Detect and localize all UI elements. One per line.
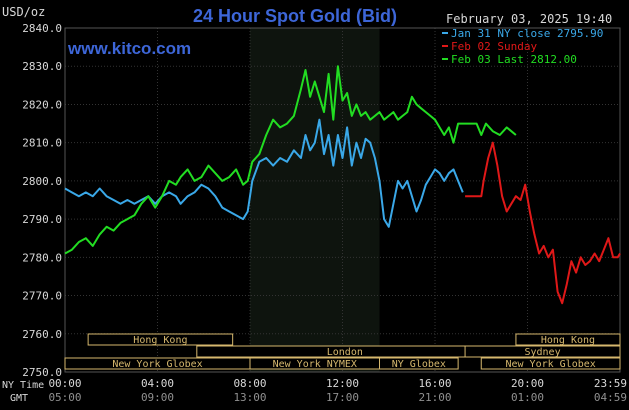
- legend: Jan 31 NY close 2795.90 Feb 02 Sunday Fe…: [442, 27, 603, 66]
- x-tick-ny-0: 00:00: [48, 377, 81, 390]
- legend-swatch-0: [442, 32, 448, 34]
- market-box-6: [379, 357, 459, 370]
- x-tick-ny-2: 08:00: [233, 377, 266, 390]
- y-tick-labels: 2750.0 2760.0 2770.0 2780.0 2790.0 2800.0 2810…: [22, 22, 62, 379]
- series-line-1: [465, 141, 621, 305]
- date-label: February 03, 2025 19:40: [446, 12, 612, 26]
- series-line-2: [64, 65, 517, 255]
- x-tick-gmt-2: 13:00: [233, 391, 266, 404]
- x-tick-gmt-0: 05:00: [48, 391, 81, 404]
- market-label-2: London: [327, 347, 363, 358]
- price-series: [64, 65, 621, 305]
- legend-swatch-1: [442, 45, 448, 47]
- market-box-0: [87, 333, 234, 346]
- y-tick-label-3: 2780.0: [22, 251, 62, 264]
- x-tick-gmt-3: 17:00: [326, 391, 359, 404]
- plot-frame: [64, 27, 621, 373]
- y-tick-label-9: 2840.0: [22, 22, 62, 35]
- y-tick-label-5: 2800.0: [22, 175, 62, 188]
- x-tick-ny-5: 20:00: [511, 377, 544, 390]
- units-label: USD/oz: [2, 5, 45, 19]
- y-tick-label-7: 2820.0: [22, 98, 62, 111]
- market-box-3: [464, 345, 621, 358]
- y-tick-label-1: 2760.0: [22, 328, 62, 341]
- x-tick-gmt-4: 21:00: [418, 391, 451, 404]
- y-tick-label-6: 2810.0: [22, 137, 62, 150]
- market-label-7: New York Globex: [505, 359, 595, 370]
- nytime-axis-label: NY Time: [2, 380, 44, 391]
- nymex-shade: [250, 28, 380, 372]
- market-label-4: New York Globex: [112, 359, 202, 370]
- x-tick-gmt-6: 04:59: [594, 391, 627, 404]
- x-tick-ny-1: 04:00: [141, 377, 174, 390]
- y-tick-label-0: 2750.0: [22, 366, 62, 379]
- x-tick-gmt-5: 01:00: [511, 391, 544, 404]
- market-box-1: [515, 333, 621, 346]
- market-label-5: New York NYMEX: [273, 359, 357, 370]
- legend-label-1: Feb 02 Sunday: [451, 40, 537, 53]
- legend-label-0: Jan 31 NY close 2795.90: [451, 27, 603, 40]
- gmt-axis-label: GMT: [10, 393, 28, 404]
- market-label-0: Hong Kong: [133, 335, 187, 346]
- nymex-shade-rect: [250, 28, 380, 372]
- watermark-text: www.kitco.com: [67, 39, 191, 58]
- y-tick-label-4: 2790.0: [22, 213, 62, 226]
- market-label-1: Hong Kong: [541, 335, 595, 346]
- market-box-7: [480, 357, 621, 370]
- x-tick-ny-3: 12:00: [326, 377, 359, 390]
- chart-title: 24 Hour Spot Gold (Bid): [193, 6, 397, 26]
- x-tick-gmt-1: 09:00: [141, 391, 174, 404]
- legend-swatch-2: [442, 58, 448, 60]
- x-tick-ny-4: 16:00: [418, 377, 451, 390]
- legend-label-2: Feb 03 Last 2812.00: [451, 53, 577, 66]
- y-tick-label-8: 2830.0: [22, 60, 62, 73]
- x-tick-ny-6: 23:59: [594, 377, 627, 390]
- market-label-6: NY Globex: [392, 359, 446, 370]
- y-tick-label-2: 2770.0: [22, 290, 62, 303]
- market-label-3: Sydney: [524, 347, 560, 358]
